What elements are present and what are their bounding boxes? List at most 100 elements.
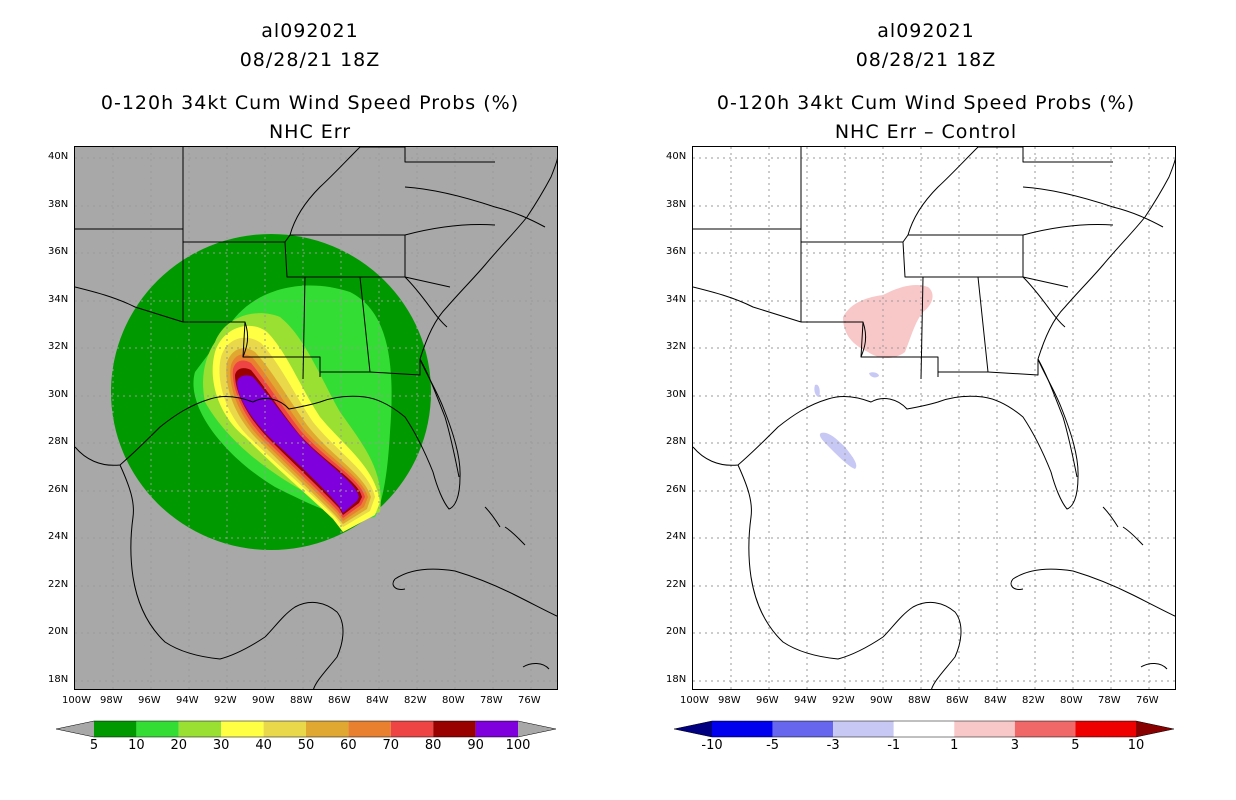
right-datetime: 08/28/21 18Z bbox=[855, 49, 997, 71]
left-lon-label: 96W bbox=[138, 695, 161, 706]
left-probability-map bbox=[74, 146, 558, 690]
right-lon-label: 84W bbox=[984, 695, 1007, 706]
colorbar-left-arrow bbox=[56, 721, 94, 737]
left-lon-label: 82W bbox=[404, 695, 427, 706]
left-lon-label: 86W bbox=[328, 695, 351, 706]
colorbar-label: 5 bbox=[1071, 738, 1080, 753]
diff-negative-1-3a bbox=[819, 432, 857, 469]
colorbar-swatch bbox=[178, 721, 222, 737]
colorbar-label: 20 bbox=[170, 738, 188, 753]
colorbar-swatch bbox=[348, 721, 391, 737]
left-lon-label: 84W bbox=[366, 695, 389, 706]
colorbar-label: 60 bbox=[340, 738, 357, 753]
left-product-title: 0-120h 34kt Cum Wind Speed Probs (%) bbox=[100, 92, 520, 114]
colorbar-label: -10 bbox=[701, 738, 723, 753]
left-lon-label: 98W bbox=[100, 695, 123, 706]
colorbar-swatch bbox=[221, 721, 264, 737]
right-lat-label: 26N bbox=[666, 483, 687, 495]
right-difference-map bbox=[692, 146, 1176, 690]
right-lon-label: 94W bbox=[794, 695, 817, 706]
left-lat-label: 22N bbox=[48, 578, 69, 590]
left-lat-label: 38N bbox=[48, 198, 69, 210]
colorbar-swatch bbox=[390, 721, 434, 737]
colorbar-label: 70 bbox=[382, 738, 400, 753]
colorbar-label: 90 bbox=[467, 738, 484, 753]
left-lat-label: 30N bbox=[48, 388, 69, 400]
colorbar-swatch bbox=[833, 721, 894, 737]
colorbar-label: -5 bbox=[766, 738, 780, 753]
colorbar-label: 10 bbox=[128, 738, 145, 753]
right-lon-label: 96W bbox=[756, 695, 779, 706]
colorbar-swatch bbox=[772, 721, 834, 737]
right-lon-label: 92W bbox=[832, 695, 855, 706]
left-lat-label: 40N bbox=[48, 151, 69, 162]
colorbar-label: 10 bbox=[1127, 738, 1145, 753]
colorbar-swatch bbox=[136, 721, 179, 737]
right-lat-label: 36N bbox=[666, 246, 687, 257]
colorbar-swatch bbox=[475, 721, 518, 737]
colorbar-right-arrow bbox=[1136, 721, 1174, 737]
left-lon-label: 78W bbox=[480, 695, 503, 706]
colorbar-label: 5 bbox=[89, 738, 99, 753]
colorbar-swatch bbox=[433, 721, 476, 737]
colorbar-left-arrow bbox=[674, 721, 712, 737]
left-lat-label: 36N bbox=[48, 246, 69, 257]
colorbar-label: 80 bbox=[424, 738, 442, 753]
colorbar-swatch bbox=[263, 721, 306, 737]
right-lat-label: 28N bbox=[666, 436, 687, 447]
right-lon-label: 86W bbox=[946, 695, 969, 706]
right-lon-label: 90W bbox=[870, 695, 893, 706]
left-lat-label: 26N bbox=[48, 483, 69, 495]
left-map-svg bbox=[75, 147, 557, 689]
colorbar-swatch bbox=[94, 721, 137, 737]
right-map-svg bbox=[693, 147, 1175, 689]
left-datetime: 08/28/21 18Z bbox=[239, 49, 381, 71]
colorbar-swatch bbox=[712, 721, 773, 737]
left-lon-label: 90W bbox=[252, 695, 275, 706]
right-lon-label: 80W bbox=[1060, 695, 1083, 706]
right-lat-label: 22N bbox=[666, 578, 687, 590]
left-lon-label: 80W bbox=[442, 695, 465, 706]
left-lon-label: 88W bbox=[290, 695, 313, 706]
colorbar-label: -3 bbox=[826, 738, 840, 753]
right-product-title: 0-120h 34kt Cum Wind Speed Probs (%) bbox=[716, 92, 1136, 114]
right-lat-label: 34N bbox=[666, 293, 687, 305]
colorbar-swatch bbox=[893, 721, 955, 737]
left-lat-label: 24N bbox=[48, 531, 69, 542]
right-lat-label: 38N bbox=[666, 198, 687, 210]
right-lat-label: 18N bbox=[666, 673, 687, 685]
left-lon-label: 76W bbox=[518, 695, 541, 706]
right-colorbar bbox=[673, 719, 1175, 743]
right-storm-id: al092021 bbox=[877, 20, 975, 42]
left-lat-label: 34N bbox=[48, 293, 69, 305]
right-lat-label: 30N bbox=[666, 388, 687, 400]
right-lon-label: 76W bbox=[1136, 695, 1159, 706]
colorbar-swatch bbox=[1014, 721, 1076, 737]
colorbar-swatch bbox=[1075, 721, 1136, 737]
right-lon-label: 98W bbox=[718, 695, 741, 706]
right-lon-label: 78W bbox=[1098, 695, 1121, 706]
right-lat-label: 32N bbox=[666, 341, 687, 352]
colorbar-label: 100 bbox=[505, 738, 531, 753]
right-lat-label: 40N bbox=[666, 151, 687, 162]
colorbar-swatch bbox=[306, 721, 349, 737]
colorbar-label: -1 bbox=[887, 738, 901, 753]
diff-negative-1-3b bbox=[814, 384, 820, 397]
colorbar-label: 40 bbox=[255, 738, 272, 753]
left-subtitle: NHC Err bbox=[268, 121, 352, 143]
right-lon-label: 82W bbox=[1022, 695, 1045, 706]
colorbar-label: 30 bbox=[212, 738, 230, 753]
colorbar-label: 50 bbox=[297, 738, 315, 753]
colorbar-right-arrow bbox=[518, 721, 556, 737]
left-lat-label: 28N bbox=[48, 436, 69, 447]
colorbar-swatch bbox=[954, 721, 1015, 737]
right-lon-label: 100W bbox=[680, 695, 709, 706]
prob-90-100 bbox=[237, 375, 359, 513]
left-lat-label: 32N bbox=[48, 341, 69, 352]
right-colorbar-svg bbox=[673, 720, 1175, 738]
colorbar-label: 3 bbox=[1010, 738, 1019, 753]
right-lat-label: 20N bbox=[666, 626, 687, 637]
left-lon-label: 92W bbox=[214, 695, 237, 706]
probability-contours bbox=[111, 234, 431, 550]
right-subtitle: NHC Err – Control bbox=[834, 121, 1018, 143]
